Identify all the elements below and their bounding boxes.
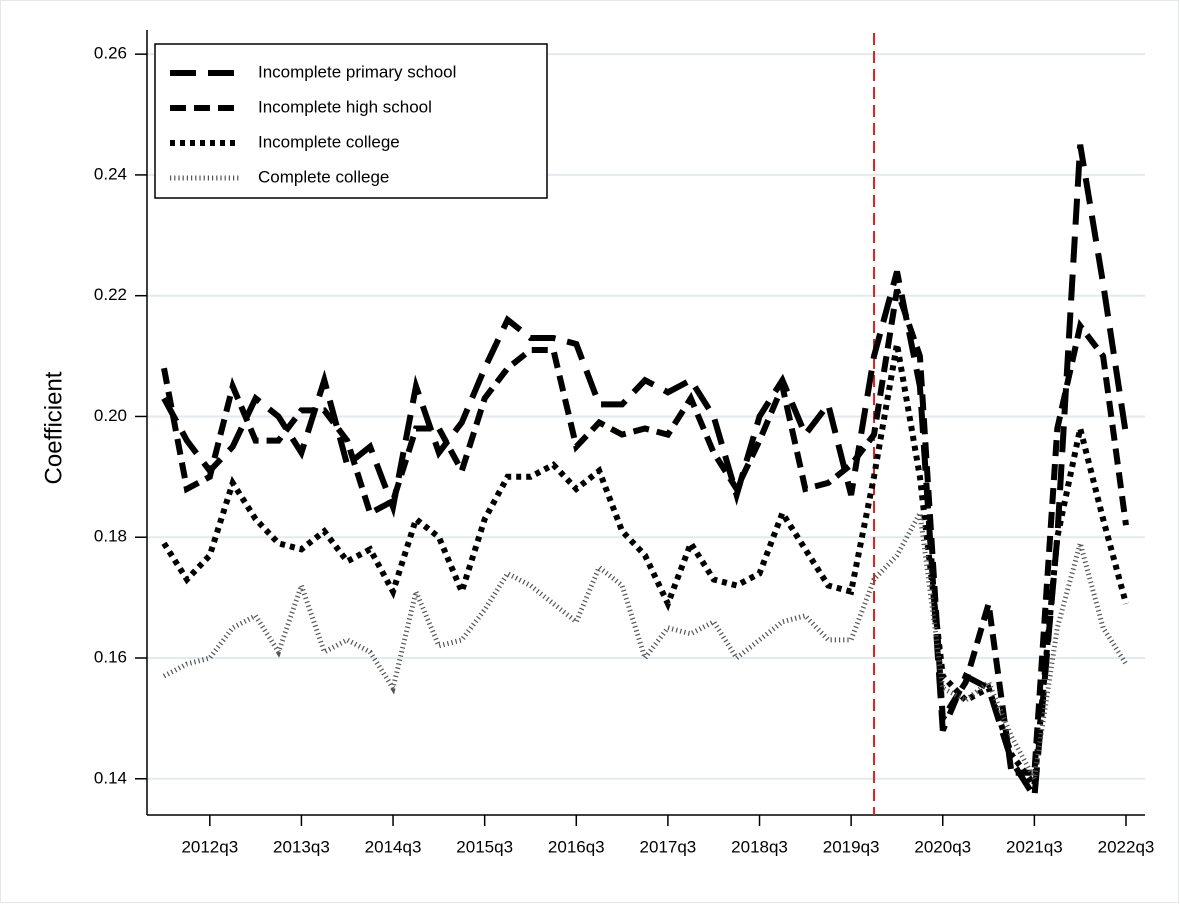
y-tick-label: 0.22 (94, 285, 127, 304)
legend-label: Incomplete primary school (258, 62, 456, 81)
legend-box (154, 43, 548, 199)
x-tick-label: 2017q3 (640, 837, 697, 856)
x-tick-label: 2019q3 (823, 837, 880, 856)
y-tick-label: 0.16 (94, 647, 127, 666)
x-tick-label: 2013q3 (273, 837, 330, 856)
legend-label: Incomplete college (258, 132, 400, 151)
x-tick-label: 2018q3 (731, 837, 788, 856)
y-tick-label: 0.14 (94, 768, 127, 787)
x-tick-label: 2020q3 (914, 837, 971, 856)
y-tick-label: 0.24 (94, 164, 127, 183)
x-tick-label: 2021q3 (1006, 837, 1063, 856)
y-tick-label: 0.20 (94, 406, 127, 425)
x-tick-label: 2014q3 (365, 837, 422, 856)
x-tick-label: 2012q3 (181, 837, 238, 856)
x-tick-label: 2015q3 (456, 837, 513, 856)
y-tick-label: 0.26 (94, 44, 127, 63)
line-series (161, 288, 1129, 776)
x-tick-label: 2022q3 (1098, 837, 1155, 856)
y-tick-label: 0.18 (94, 527, 127, 546)
line-series (161, 343, 1129, 793)
legend-label: Incomplete high school (258, 97, 432, 116)
x-tick-label: 2016q3 (548, 837, 605, 856)
legend-label: Complete college (258, 167, 389, 186)
y-axis-label: Coefficient (40, 371, 67, 484)
